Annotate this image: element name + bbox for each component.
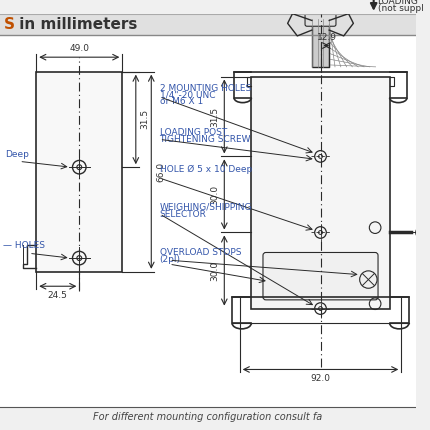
Text: TIGHTENING SCREW: TIGHTENING SCREW <box>160 135 251 144</box>
Text: (2pl): (2pl) <box>160 255 181 264</box>
FancyBboxPatch shape <box>263 252 378 300</box>
Text: — HOLES: — HOLES <box>3 241 45 250</box>
Text: 2 MOUNTING HOLES: 2 MOUNTING HOLES <box>160 84 251 93</box>
Bar <box>0 14 416 35</box>
Bar <box>36 72 122 272</box>
Text: 92.0: 92.0 <box>310 374 331 383</box>
Text: 30.0: 30.0 <box>210 184 219 205</box>
Text: 30.0: 30.0 <box>210 261 219 281</box>
Text: 31.5: 31.5 <box>210 106 219 126</box>
Text: 1/4"-20 UNC: 1/4"-20 UNC <box>160 91 215 100</box>
Text: OVERLOAD STOPS: OVERLOAD STOPS <box>160 248 241 257</box>
Text: 24.5: 24.5 <box>48 291 68 300</box>
Text: S: S <box>4 17 15 32</box>
Text: WEIGHING/SHIPPING: WEIGHING/SHIPPING <box>160 203 252 212</box>
Bar <box>312 18 329 67</box>
Text: or M6 X 1: or M6 X 1 <box>160 98 203 107</box>
Text: For different mounting configuration consult fa: For different mounting configuration con… <box>93 412 322 422</box>
Text: 49.0: 49.0 <box>69 44 89 53</box>
Text: (not suppl: (not suppl <box>378 4 423 13</box>
Text: in millimeters: in millimeters <box>13 17 137 32</box>
Text: LOADING POST: LOADING POST <box>160 129 227 138</box>
Text: 12.9: 12.9 <box>317 33 337 42</box>
Text: SELECTOR: SELECTOR <box>160 210 206 218</box>
FancyBboxPatch shape <box>305 11 336 26</box>
Text: HOLE Ø 5 x 10 Deep: HOLE Ø 5 x 10 Deep <box>160 165 252 174</box>
Text: Deep: Deep <box>5 150 29 160</box>
Text: 31.5: 31.5 <box>141 109 150 129</box>
Text: LOADING: LOADING <box>378 0 418 6</box>
Bar <box>0 35 416 408</box>
Text: 66.0: 66.0 <box>156 162 165 182</box>
Bar <box>252 77 390 309</box>
